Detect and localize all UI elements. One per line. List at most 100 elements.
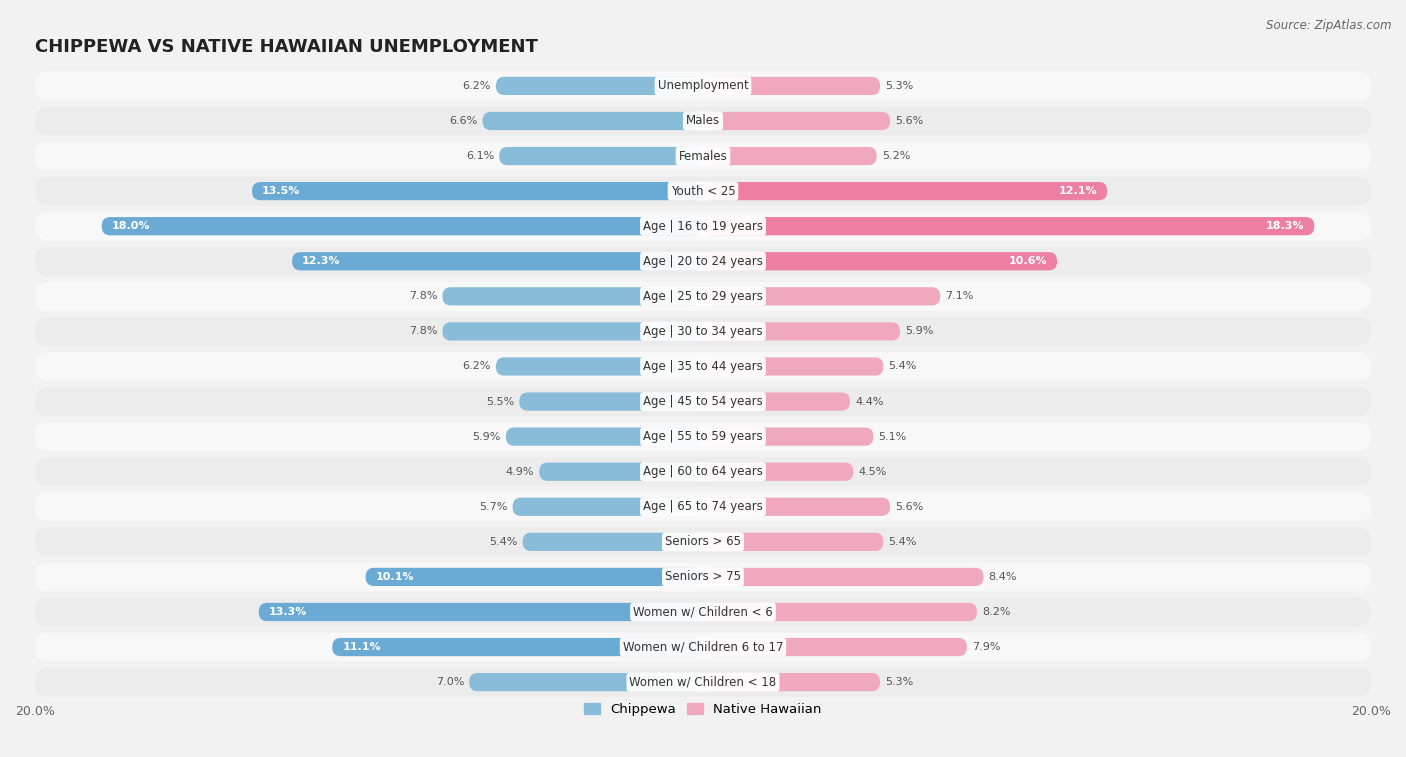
Text: Age | 25 to 29 years: Age | 25 to 29 years [643, 290, 763, 303]
FancyBboxPatch shape [506, 428, 703, 446]
FancyBboxPatch shape [35, 352, 1371, 381]
FancyBboxPatch shape [703, 638, 967, 656]
Text: 18.3%: 18.3% [1265, 221, 1305, 231]
FancyBboxPatch shape [703, 76, 880, 95]
Text: Age | 55 to 59 years: Age | 55 to 59 years [643, 430, 763, 443]
FancyBboxPatch shape [35, 668, 1371, 696]
Text: 5.4%: 5.4% [489, 537, 517, 547]
Text: 5.3%: 5.3% [884, 81, 914, 91]
FancyBboxPatch shape [703, 147, 877, 165]
FancyBboxPatch shape [35, 282, 1371, 310]
FancyBboxPatch shape [703, 497, 890, 516]
Text: Age | 20 to 24 years: Age | 20 to 24 years [643, 255, 763, 268]
Text: 5.9%: 5.9% [905, 326, 934, 336]
FancyBboxPatch shape [35, 317, 1371, 346]
Text: 5.7%: 5.7% [479, 502, 508, 512]
Text: Age | 16 to 19 years: Age | 16 to 19 years [643, 220, 763, 232]
FancyBboxPatch shape [443, 322, 703, 341]
Text: Women w/ Children 6 to 17: Women w/ Children 6 to 17 [623, 640, 783, 653]
FancyBboxPatch shape [703, 603, 977, 621]
Text: 12.3%: 12.3% [302, 257, 340, 266]
Text: Males: Males [686, 114, 720, 127]
Text: 11.1%: 11.1% [342, 642, 381, 652]
FancyBboxPatch shape [443, 287, 703, 306]
FancyBboxPatch shape [35, 492, 1371, 521]
FancyBboxPatch shape [35, 387, 1371, 416]
Text: CHIPPEWA VS NATIVE HAWAIIAN UNEMPLOYMENT: CHIPPEWA VS NATIVE HAWAIIAN UNEMPLOYMENT [35, 38, 538, 56]
Text: 5.6%: 5.6% [896, 116, 924, 126]
Text: 18.0%: 18.0% [111, 221, 150, 231]
FancyBboxPatch shape [35, 422, 1371, 451]
FancyBboxPatch shape [35, 247, 1371, 276]
FancyBboxPatch shape [35, 176, 1371, 205]
Text: 8.2%: 8.2% [981, 607, 1011, 617]
Text: Source: ZipAtlas.com: Source: ZipAtlas.com [1267, 19, 1392, 32]
FancyBboxPatch shape [703, 217, 1315, 235]
Text: 5.6%: 5.6% [896, 502, 924, 512]
Text: 8.4%: 8.4% [988, 572, 1017, 582]
Text: 10.1%: 10.1% [375, 572, 415, 582]
FancyBboxPatch shape [703, 428, 873, 446]
Text: Seniors > 75: Seniors > 75 [665, 571, 741, 584]
FancyBboxPatch shape [332, 638, 703, 656]
Text: 7.8%: 7.8% [409, 291, 437, 301]
Text: 6.1%: 6.1% [465, 151, 495, 161]
Text: 6.2%: 6.2% [463, 81, 491, 91]
Text: 4.5%: 4.5% [858, 467, 887, 477]
FancyBboxPatch shape [703, 182, 1107, 201]
Text: Seniors > 65: Seniors > 65 [665, 535, 741, 548]
Text: 13.3%: 13.3% [269, 607, 307, 617]
FancyBboxPatch shape [35, 597, 1371, 626]
Text: 13.5%: 13.5% [262, 186, 301, 196]
Text: Age | 65 to 74 years: Age | 65 to 74 years [643, 500, 763, 513]
Text: 7.8%: 7.8% [409, 326, 437, 336]
FancyBboxPatch shape [703, 252, 1057, 270]
FancyBboxPatch shape [496, 357, 703, 375]
Text: Age | 30 to 34 years: Age | 30 to 34 years [643, 325, 763, 338]
FancyBboxPatch shape [703, 568, 984, 586]
FancyBboxPatch shape [35, 71, 1371, 100]
Text: 5.2%: 5.2% [882, 151, 910, 161]
Text: Women w/ Children < 18: Women w/ Children < 18 [630, 675, 776, 689]
FancyBboxPatch shape [540, 463, 703, 481]
Text: 7.1%: 7.1% [945, 291, 973, 301]
Text: 5.3%: 5.3% [884, 677, 914, 687]
FancyBboxPatch shape [482, 112, 703, 130]
FancyBboxPatch shape [703, 322, 900, 341]
FancyBboxPatch shape [292, 252, 703, 270]
Text: 5.4%: 5.4% [889, 537, 917, 547]
Text: Age | 60 to 64 years: Age | 60 to 64 years [643, 466, 763, 478]
Text: 4.9%: 4.9% [506, 467, 534, 477]
FancyBboxPatch shape [35, 457, 1371, 486]
Text: Age | 35 to 44 years: Age | 35 to 44 years [643, 360, 763, 373]
FancyBboxPatch shape [513, 497, 703, 516]
Text: 5.9%: 5.9% [472, 431, 501, 441]
FancyBboxPatch shape [252, 182, 703, 201]
FancyBboxPatch shape [35, 528, 1371, 556]
FancyBboxPatch shape [523, 533, 703, 551]
FancyBboxPatch shape [35, 633, 1371, 662]
Text: 5.1%: 5.1% [879, 431, 907, 441]
Text: Women w/ Children < 6: Women w/ Children < 6 [633, 606, 773, 618]
FancyBboxPatch shape [703, 392, 851, 410]
Text: 10.6%: 10.6% [1008, 257, 1047, 266]
FancyBboxPatch shape [496, 76, 703, 95]
Text: 5.4%: 5.4% [889, 362, 917, 372]
Text: 7.9%: 7.9% [972, 642, 1001, 652]
Text: 5.5%: 5.5% [486, 397, 515, 407]
Text: Females: Females [679, 150, 727, 163]
FancyBboxPatch shape [35, 212, 1371, 241]
FancyBboxPatch shape [35, 107, 1371, 136]
Text: 7.0%: 7.0% [436, 677, 464, 687]
FancyBboxPatch shape [35, 562, 1371, 591]
Text: Youth < 25: Youth < 25 [671, 185, 735, 198]
Text: 12.1%: 12.1% [1059, 186, 1097, 196]
FancyBboxPatch shape [470, 673, 703, 691]
FancyBboxPatch shape [259, 603, 703, 621]
FancyBboxPatch shape [703, 463, 853, 481]
FancyBboxPatch shape [35, 142, 1371, 170]
FancyBboxPatch shape [703, 357, 883, 375]
FancyBboxPatch shape [499, 147, 703, 165]
Text: Unemployment: Unemployment [658, 79, 748, 92]
Text: 6.6%: 6.6% [450, 116, 478, 126]
